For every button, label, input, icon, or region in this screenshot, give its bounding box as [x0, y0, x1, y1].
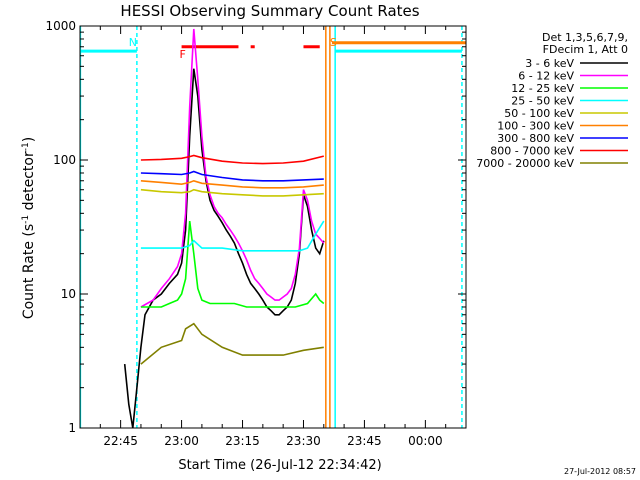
legend-entry-label: 300 - 800 keV	[497, 132, 574, 145]
legend-header-line: Det 1,3,5,6,7,9,	[542, 31, 628, 44]
legend-header-line: FDecim 1, Att 0	[543, 43, 628, 56]
footer-date: 27-Jul-2012 08:57	[564, 467, 636, 476]
legend-entry-label: 6 - 12 keV	[518, 70, 574, 83]
legend-entry-label: 50 - 100 keV	[504, 107, 574, 120]
series-line	[123, 68, 325, 429]
x-tick-label: 23:30	[286, 434, 321, 448]
y-axis-label-part: )	[21, 137, 37, 142]
x-tick-label: 23:00	[164, 434, 199, 448]
legend-entry-label: 12 - 25 keV	[511, 82, 574, 95]
x-axis: 22:45 23:00 23:15 23:30 23:45 00:00	[99, 26, 467, 448]
series-layer	[123, 28, 325, 429]
flag-marker-label: S	[330, 36, 337, 49]
legend: Det 1,3,5,6,7,9, FDecim 1, Att 0 3 - 6 k…	[476, 31, 628, 170]
legend-entry-label: 100 - 300 keV	[497, 120, 574, 133]
series-line	[140, 221, 325, 308]
legend-entry-label: 800 - 7000 keV	[490, 145, 574, 158]
legend-entry-label: 7000 - 20000 keV	[476, 157, 574, 170]
series-line	[140, 322, 324, 365]
y-tick-label: 1000	[45, 19, 76, 33]
x-tick-label: 23:15	[225, 434, 260, 448]
plot-frame	[79, 25, 467, 429]
plot-area: NFS	[79, 26, 466, 429]
y-tick-label: 100	[53, 153, 76, 167]
y-axis-label-exponent: -1	[21, 142, 31, 151]
y-axis-label-part: Count Rate (s	[21, 224, 37, 319]
y-axis-label-part: detector	[21, 151, 37, 215]
y-axis-label: Count Rate (s-1 detector-1)	[21, 137, 37, 319]
series-line	[140, 154, 324, 165]
y-tick-label: 10	[61, 287, 76, 301]
flag-marker-label: N	[129, 36, 137, 49]
x-tick-label: 00:00	[408, 434, 443, 448]
x-axis-label: Start Time (26-Jul-12 22:34:42)	[178, 458, 381, 473]
flag-marker-label: F	[180, 48, 186, 61]
series-line	[140, 170, 324, 182]
series-line	[140, 179, 324, 189]
legend-entry-label: 3 - 6 keV	[525, 57, 574, 70]
legend-entry-label: 25 - 50 keV	[511, 95, 574, 108]
flag-layer: NFS	[79, 26, 466, 428]
y-tick-label: 1	[68, 421, 76, 435]
y-axis-label-exponent: -1	[21, 215, 31, 224]
series-line	[140, 220, 325, 252]
series-line	[140, 188, 324, 197]
y-axis: 1 10 100 1000	[45, 19, 466, 435]
x-tick-label: 22:45	[103, 434, 138, 448]
x-tick-label: 23:45	[347, 434, 382, 448]
chart-title: HESSI Observing Summary Count Rates	[120, 2, 419, 20]
